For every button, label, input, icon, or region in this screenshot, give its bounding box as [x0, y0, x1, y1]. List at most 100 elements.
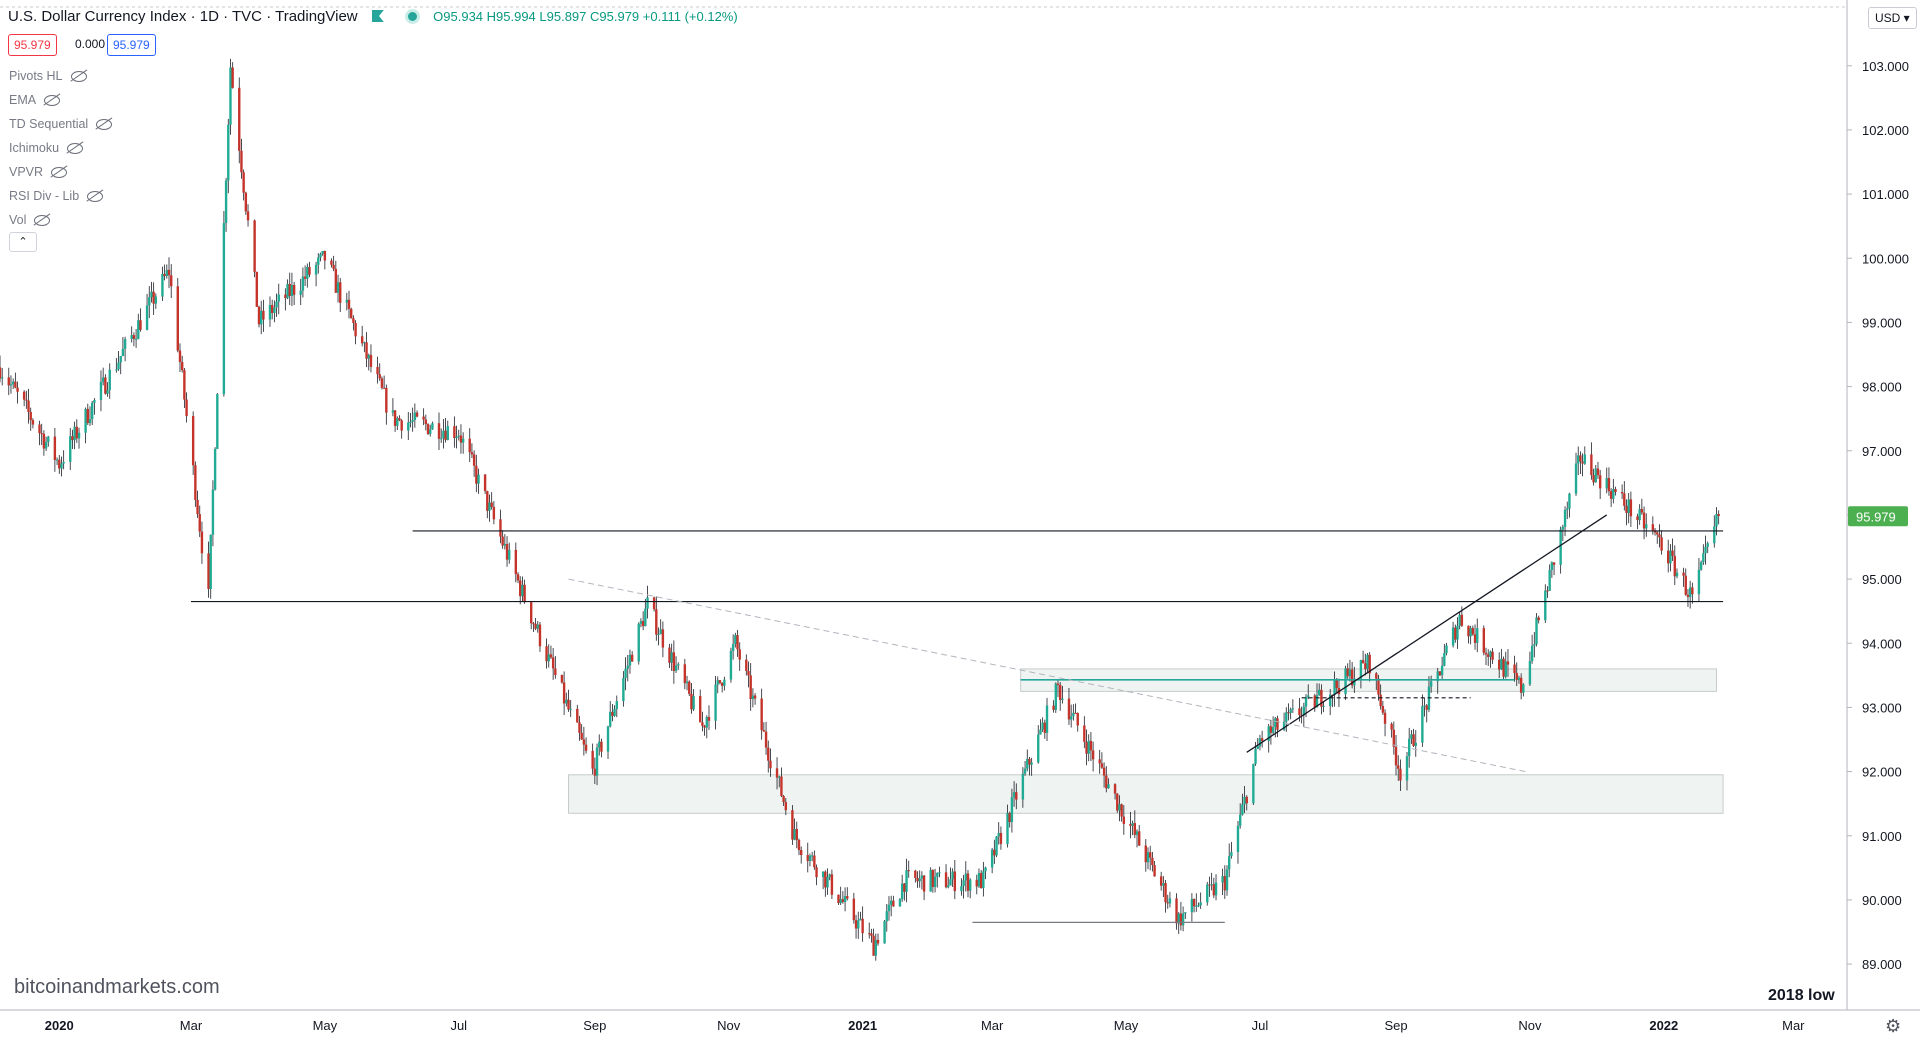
candle [455, 425, 458, 449]
candle [1377, 674, 1380, 701]
candle [933, 868, 937, 893]
candle [1504, 651, 1507, 679]
candle [222, 211, 226, 397]
indicator-pivots-hl[interactable]: Pivots HL [9, 64, 112, 88]
chevron-up-icon[interactable]: ⌃ [9, 232, 37, 252]
candle [42, 430, 46, 456]
candle [1627, 493, 1630, 524]
indicator-vpvr[interactable]: VPVR [9, 160, 112, 184]
candle [216, 393, 219, 450]
candle [630, 651, 634, 662]
candle [1548, 564, 1551, 591]
candle [872, 928, 875, 956]
candle [1120, 803, 1123, 822]
candle [90, 401, 94, 426]
indicator-rsi-div[interactable]: RSI Div - Lib [9, 184, 112, 208]
candle [99, 370, 103, 412]
indicator-ema[interactable]: EMA [9, 88, 112, 112]
candle [472, 450, 476, 477]
candle [1506, 649, 1510, 677]
candle [391, 398, 395, 417]
candle [861, 906, 864, 942]
candle [317, 253, 320, 274]
price-tick-label: 103.000 [1862, 59, 1909, 74]
candle [753, 693, 757, 705]
interval-label[interactable]: 1D [199, 8, 219, 25]
buy-price-box[interactable]: 95.979 [107, 34, 156, 56]
candle [1043, 719, 1047, 739]
candle [1476, 618, 1479, 653]
candle [536, 621, 539, 633]
candle [86, 403, 90, 425]
candle [7, 367, 10, 396]
candle [966, 870, 970, 898]
gear-icon[interactable]: ⚙ [1885, 1016, 1902, 1036]
eye-hidden-icon[interactable] [51, 166, 68, 178]
candle [578, 715, 581, 741]
eye-hidden-icon[interactable] [87, 190, 104, 202]
indicator-td-sequential[interactable]: TD Sequential [9, 112, 113, 136]
candle [483, 474, 487, 494]
candle [1212, 877, 1216, 899]
candle [457, 429, 460, 441]
candle [365, 332, 368, 368]
eye-hidden-icon[interactable] [44, 94, 61, 106]
candle [1252, 763, 1255, 805]
candle [1443, 643, 1446, 667]
candle [1069, 704, 1073, 728]
indicator-ichimoku[interactable]: Ichimoku [9, 136, 112, 160]
candle [1159, 871, 1163, 891]
candle [1590, 442, 1593, 480]
candle [1675, 568, 1679, 579]
candle [975, 874, 978, 895]
candle [1285, 707, 1288, 732]
candle [1225, 865, 1229, 896]
eye-hidden-icon[interactable] [96, 118, 113, 130]
candle [659, 619, 662, 635]
symbol-title[interactable]: U.S. Dollar Currency Index [8, 8, 187, 25]
candle [167, 257, 171, 289]
candle [240, 138, 243, 179]
candle [71, 429, 74, 449]
candle [0, 355, 2, 383]
candle [130, 326, 133, 343]
candle [1045, 697, 1049, 741]
candle [920, 871, 924, 890]
eye-hidden-icon[interactable] [67, 142, 84, 154]
candle [1410, 730, 1413, 745]
candle [1682, 567, 1685, 587]
eye-hidden-icon[interactable] [34, 214, 51, 226]
candle [290, 272, 294, 307]
candle [1206, 881, 1209, 906]
candle [1522, 683, 1525, 697]
candle [1609, 488, 1613, 507]
candle [25, 390, 28, 409]
currency-selector[interactable]: USD ▾ [1868, 7, 1917, 29]
sell-price-box[interactable]: 95.979 [8, 34, 57, 56]
candle [1368, 652, 1371, 682]
candle [194, 461, 197, 507]
candle [477, 468, 480, 494]
candle [1640, 498, 1644, 515]
candle [1039, 719, 1042, 735]
candle [703, 724, 706, 736]
candle [442, 419, 445, 449]
candle [538, 621, 542, 652]
candle [1473, 624, 1477, 650]
candle [1550, 561, 1554, 578]
candle [446, 420, 449, 441]
candle [830, 869, 834, 899]
candle [284, 288, 287, 311]
eye-hidden-icon[interactable] [70, 70, 87, 82]
candle [1135, 829, 1139, 848]
flag-icon[interactable] [371, 10, 384, 22]
time-tick-label: Nov [1518, 1018, 1542, 1033]
candle [1397, 755, 1400, 781]
candle [1537, 615, 1540, 624]
candle [747, 661, 750, 688]
candle [1623, 481, 1626, 511]
candle [1491, 648, 1494, 665]
indicator-vol[interactable]: Vol [9, 208, 112, 232]
candle [857, 911, 860, 939]
